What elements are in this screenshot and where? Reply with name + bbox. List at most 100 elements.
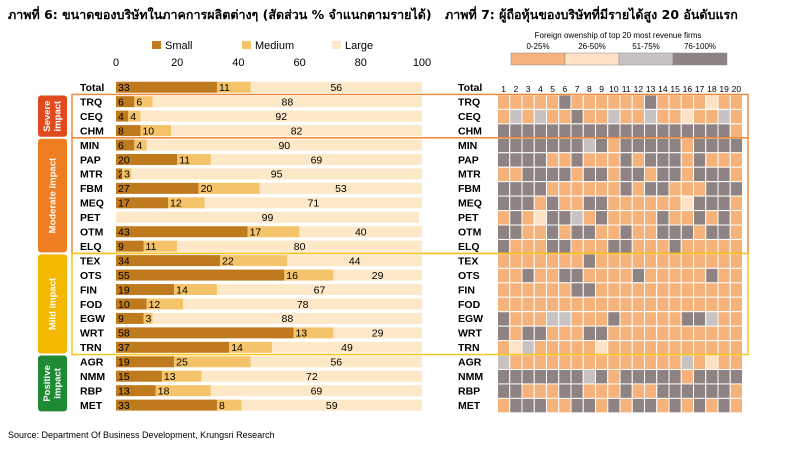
heatmap-cell bbox=[497, 354, 511, 370]
heatmap-cell bbox=[680, 383, 694, 399]
value-label-medium-agr: 25 bbox=[176, 357, 188, 369]
heatmap-cell bbox=[521, 383, 535, 399]
heatmap-cell bbox=[680, 369, 694, 385]
heatmap-cell bbox=[717, 152, 731, 168]
heatmap-cell bbox=[570, 369, 584, 385]
heatmap-cell bbox=[619, 267, 633, 284]
heatmap-cell bbox=[668, 137, 682, 154]
heatmap-cell bbox=[582, 224, 596, 240]
heatmap-cell bbox=[582, 282, 596, 298]
row-label-fin: FIN bbox=[80, 284, 97, 296]
value-label-medium-ots: 16 bbox=[286, 270, 298, 282]
heatmap-cell bbox=[582, 152, 596, 168]
value-label-medium-met: 8 bbox=[219, 400, 225, 412]
heatmap-col-label: 8 bbox=[587, 84, 592, 94]
heatmap-cell bbox=[693, 181, 707, 197]
heatmap-cell bbox=[607, 311, 621, 327]
row-label-agr: AGR bbox=[80, 357, 104, 369]
heatmap-cell bbox=[582, 325, 596, 342]
heatmap-cell bbox=[570, 325, 584, 342]
bar-small-trq bbox=[116, 96, 135, 108]
heatmap-cell bbox=[509, 210, 523, 226]
heatmap-cell bbox=[644, 238, 658, 255]
heatmap-row-label-total: Total bbox=[458, 82, 482, 94]
heatmap-cell bbox=[533, 108, 547, 125]
row-label-total: Total bbox=[80, 82, 104, 94]
x-tick-label: 0 bbox=[113, 57, 119, 69]
heatmap-cell bbox=[680, 354, 694, 370]
heatmap-cell bbox=[680, 325, 694, 342]
heatmap-cell bbox=[497, 383, 511, 399]
heatmap-cell bbox=[582, 369, 596, 385]
heatmap-cell bbox=[521, 340, 535, 356]
heatmap-cell bbox=[644, 152, 658, 168]
heatmap-cell bbox=[570, 311, 584, 327]
heatmap-col-label: 3 bbox=[526, 84, 531, 94]
heatmap-cell bbox=[521, 152, 535, 168]
heatmap-cell bbox=[656, 311, 670, 327]
heatmap-cell bbox=[644, 181, 658, 197]
heatmap-col-label: 7 bbox=[575, 84, 580, 94]
heatmap-cell bbox=[656, 166, 670, 183]
heatmap-cell bbox=[729, 296, 743, 313]
value-label-small-fbm: 27 bbox=[118, 183, 130, 195]
heatmap-cell bbox=[680, 340, 694, 356]
heatmap-cell bbox=[717, 224, 731, 240]
heatmap-cell bbox=[717, 397, 731, 414]
heatmap-col-label: 18 bbox=[707, 84, 717, 94]
heatmap-cell bbox=[729, 354, 743, 370]
value-label-large-total: 56 bbox=[330, 82, 342, 94]
heatmap-cell bbox=[656, 181, 670, 197]
heatmap-cell bbox=[582, 267, 596, 284]
heatmap-cell bbox=[705, 354, 719, 370]
heatmap-cell bbox=[533, 195, 547, 212]
heatmap-cell bbox=[570, 210, 584, 226]
heatmap-cell bbox=[619, 94, 633, 110]
heatmap-cell bbox=[595, 340, 609, 356]
heatmap-cell bbox=[619, 195, 633, 212]
heatmap-cell bbox=[644, 296, 658, 313]
heatmap-cell bbox=[509, 282, 523, 298]
heatmap-cell bbox=[680, 224, 694, 240]
heatmap-cell bbox=[546, 94, 560, 110]
heatmap-cell bbox=[607, 137, 621, 154]
heatmap-cell bbox=[619, 253, 633, 269]
heatmap-cell bbox=[533, 210, 547, 226]
heatmap-cell bbox=[656, 224, 670, 240]
bar-large-rbp bbox=[210, 385, 422, 397]
heatmap-cell bbox=[595, 369, 609, 385]
heatmap-cell bbox=[644, 282, 658, 298]
heatmap-cell bbox=[533, 166, 547, 183]
value-label-large-mtr: 95 bbox=[271, 169, 283, 181]
heatmap-legend-label: 51-75% bbox=[632, 42, 660, 51]
heatmap-cell bbox=[582, 397, 596, 414]
heatmap-row-label-ots: OTS bbox=[458, 270, 480, 282]
heatmap-cell bbox=[717, 253, 731, 269]
bar-medium-fbm bbox=[198, 182, 260, 194]
heatmap-cell bbox=[656, 354, 670, 370]
heatmap-cell bbox=[521, 210, 535, 226]
value-label-medium-wrt: 13 bbox=[295, 328, 307, 340]
bar-large-elq bbox=[177, 240, 422, 252]
bar-small-fod bbox=[116, 298, 147, 310]
heatmap-cell bbox=[705, 311, 719, 327]
heatmap-cell bbox=[717, 267, 731, 284]
heatmap-cell bbox=[619, 282, 633, 298]
value-label-large-trn: 49 bbox=[341, 342, 353, 354]
bar-medium-rbp bbox=[155, 385, 211, 397]
heatmap-cell bbox=[631, 94, 645, 110]
row-label-tex: TEX bbox=[80, 255, 100, 267]
value-label-large-meq: 71 bbox=[308, 198, 320, 210]
heatmap-row-label-fin: FIN bbox=[458, 284, 475, 296]
heatmap-cell bbox=[509, 253, 523, 269]
value-label-small-fod: 10 bbox=[118, 299, 130, 311]
heatmap-cell bbox=[521, 166, 535, 183]
heatmap-cell bbox=[717, 210, 731, 226]
heatmap-cell bbox=[558, 210, 572, 226]
x-tick-label: 60 bbox=[293, 57, 305, 69]
bar-small-tex bbox=[116, 255, 221, 267]
heatmap-cell bbox=[668, 123, 682, 139]
heatmap-cell bbox=[595, 181, 609, 197]
heatmap-cell bbox=[656, 397, 670, 414]
